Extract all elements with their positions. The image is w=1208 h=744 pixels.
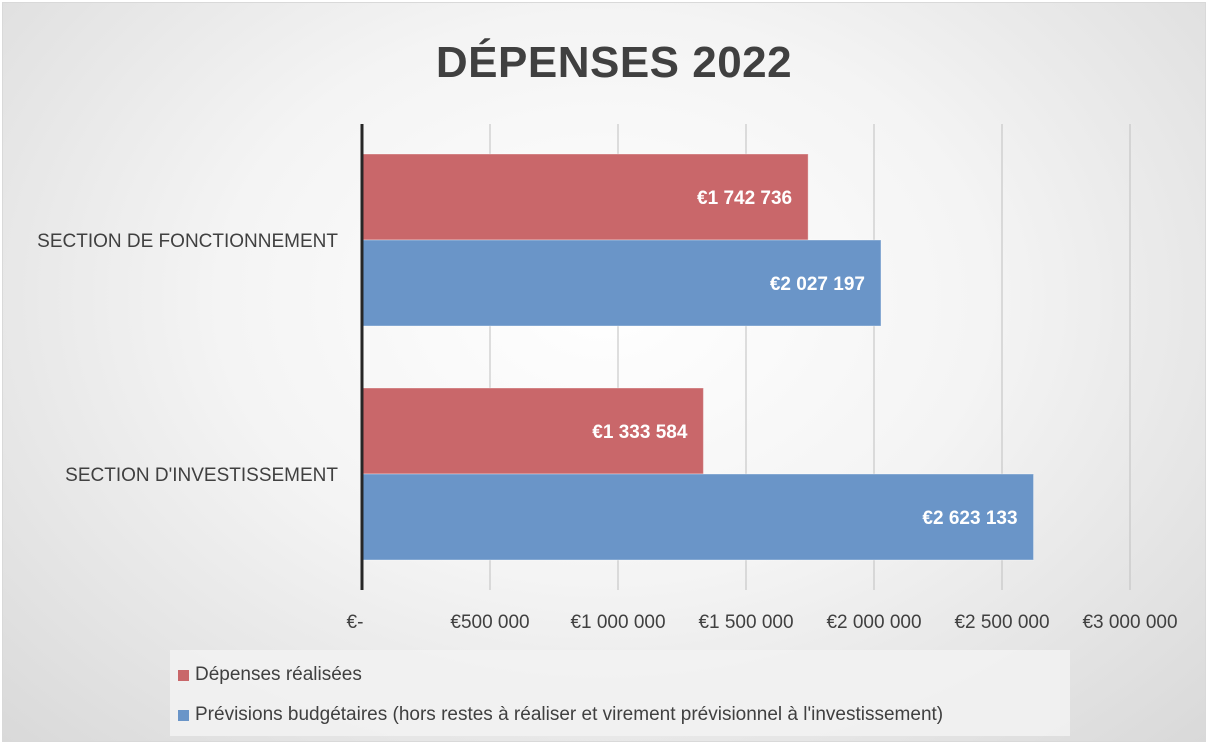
x-tick-label-1: €500 000 bbox=[450, 612, 529, 633]
x-tick-label-5: €2 500 000 bbox=[954, 612, 1049, 633]
x-tick-label-0: €- bbox=[347, 612, 364, 633]
data-label-realised-fonctionnement: €1 742 736 bbox=[697, 188, 792, 209]
legend-label-realised: Dépenses réalisées bbox=[195, 664, 362, 685]
legend-swatch-budget bbox=[178, 709, 189, 721]
legend: Dépenses réalisées Prévisions budgétaire… bbox=[170, 650, 1070, 736]
legend-item-realised: Dépenses réalisées bbox=[178, 664, 362, 686]
legend-item-budget: Prévisions budgétaires (hors restes à ré… bbox=[178, 704, 943, 726]
data-label-realised-investissement: €1 333 584 bbox=[592, 422, 688, 443]
bar-budget-investissement bbox=[361, 473, 1035, 561]
bar-budget-fonctionnement bbox=[361, 239, 882, 327]
x-tick-label-2: €1 000 000 bbox=[570, 612, 665, 633]
legend-label-budget: Prévisions budgétaires (hors restes à ré… bbox=[195, 704, 944, 725]
category-label-investissement: SECTION D'INVESTISSEMENT bbox=[65, 465, 338, 486]
category-label-fonctionnement: SECTION DE FONCTIONNEMENT bbox=[37, 231, 338, 252]
data-label-budget-fonctionnement: €2 027 197 bbox=[770, 274, 865, 295]
legend-swatch-realised bbox=[178, 669, 189, 681]
data-label-budget-investissement: €2 623 133 bbox=[922, 508, 1017, 529]
x-tick-label-6: €3 000 000 bbox=[1082, 612, 1177, 633]
chart-title: DÉPENSES 2022 bbox=[435, 38, 793, 87]
x-tick-label-4: €2 000 000 bbox=[826, 612, 921, 633]
x-tick-label-3: €1 500 000 bbox=[698, 612, 793, 633]
